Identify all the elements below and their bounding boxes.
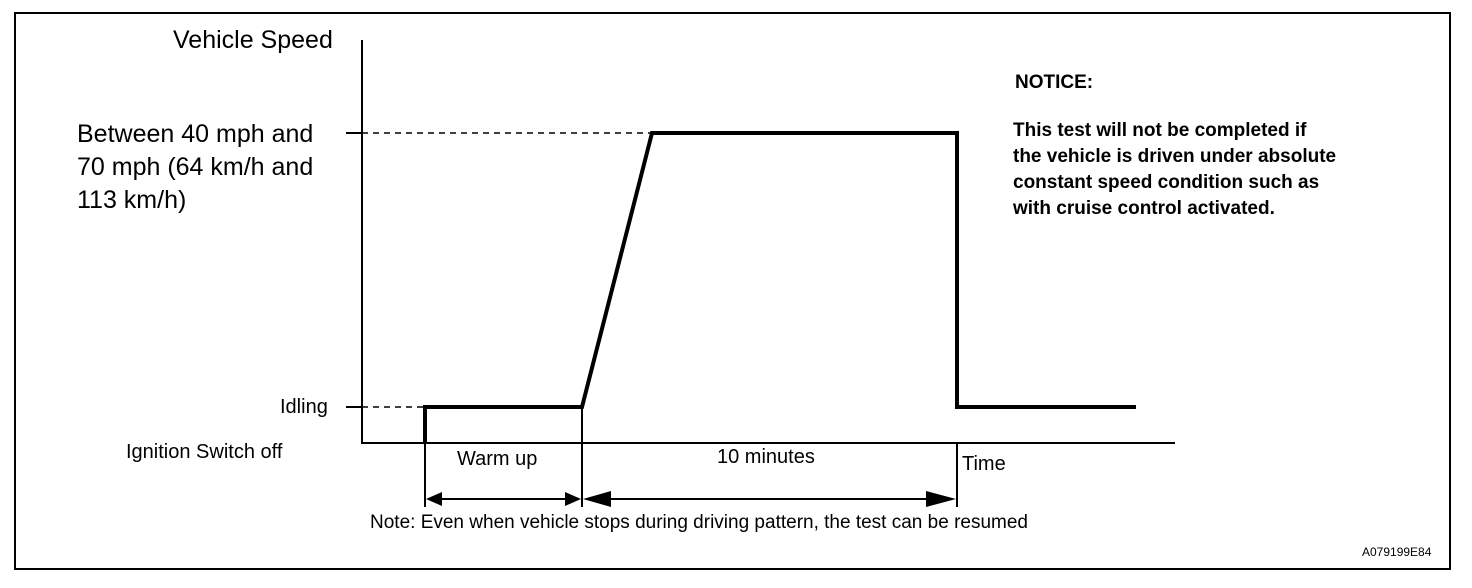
speed-range-label-line-2: 70 mph (64 km/h and (77, 153, 314, 181)
speed-range-label-line-3: 113 km/h) (77, 186, 187, 214)
idling-label: Idling (280, 396, 328, 418)
ten-minutes-arrowhead-right (926, 491, 956, 507)
speed-range-label-line-1: Between 40 mph and (77, 120, 314, 148)
warm-up-arrowhead-left (426, 492, 442, 506)
warm-up-arrowhead-right (565, 492, 581, 506)
y-axis-title: Vehicle Speed (173, 26, 333, 54)
warm-up-label: Warm up (457, 448, 538, 470)
ten-minutes-arrowhead-left (583, 491, 611, 507)
ignition-switch-off-label: Ignition Switch off (126, 441, 283, 463)
notice-title: NOTICE: (1015, 72, 1094, 93)
speed-profile-line (423, 131, 1136, 443)
figure-code: A079199E84 (1362, 545, 1432, 559)
ten-minutes-label: 10 minutes (717, 446, 815, 468)
time-axis-label: Time (962, 453, 1006, 475)
notice-line-2: the vehicle is driven under absolute (1013, 146, 1337, 167)
notice-line-4: with cruise control activated. (1013, 198, 1275, 219)
notice-line-3: constant speed condition such as (1013, 172, 1320, 193)
notice-line-1: This test will not be completed if (1013, 120, 1307, 141)
figure-frame (14, 12, 1451, 570)
note-text: Note: Even when vehicle stops during dri… (370, 512, 1028, 533)
